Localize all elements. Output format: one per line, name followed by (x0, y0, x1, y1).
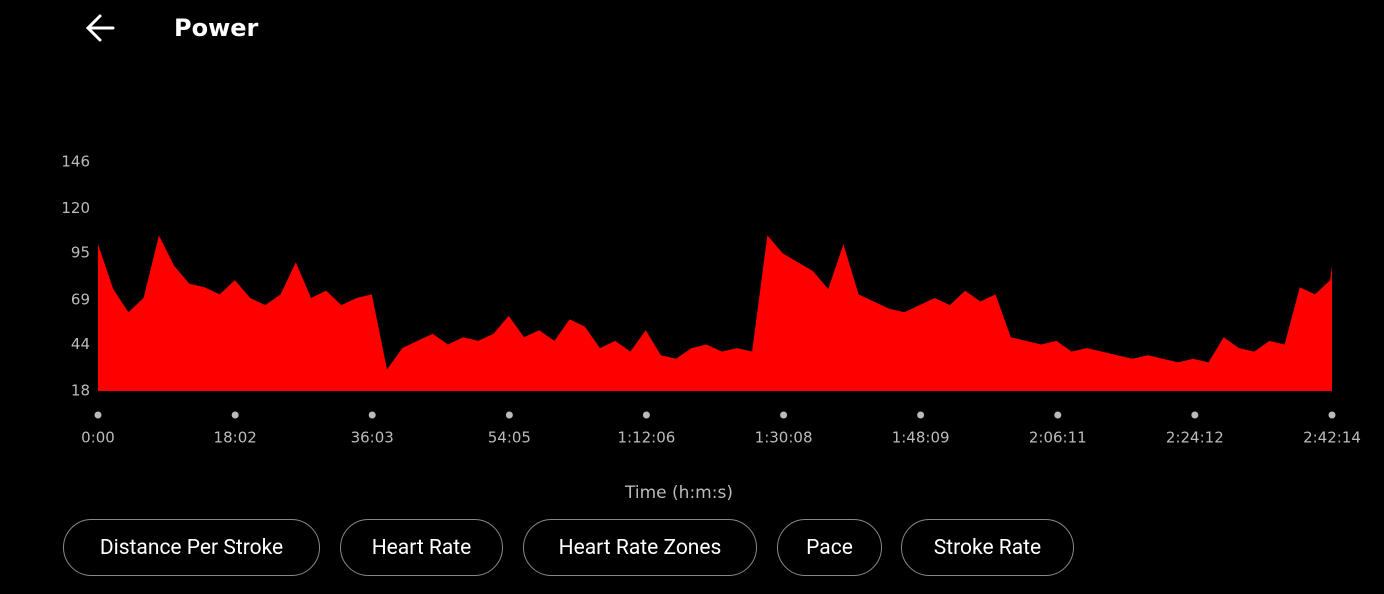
x-tick-label: 1:12:06 (618, 429, 676, 447)
y-tick-label: 95 (71, 244, 90, 262)
x-tick-dot (1328, 411, 1336, 419)
y-tick-label: 18 (71, 382, 90, 400)
x-tick-label: 2:06:11 (1029, 429, 1087, 447)
x-tick-dot (1191, 411, 1199, 419)
x-tick-label: 36:03 (351, 429, 394, 447)
x-tick-label: 0:00 (81, 429, 115, 447)
x-tick-dot (505, 411, 513, 419)
chart-switch-button[interactable]: Heart Rate Zones (523, 519, 757, 576)
x-tick-label: 18:02 (214, 429, 257, 447)
chart-switch-button[interactable]: Pace (777, 519, 882, 576)
x-tick-label: 1:48:09 (892, 429, 950, 447)
chart-switch-button[interactable]: Stroke Rate (901, 519, 1074, 576)
y-tick-label: 44 (71, 335, 90, 353)
x-tick-dot (231, 411, 239, 419)
x-tick-dot (368, 411, 376, 419)
y-tick-label: 120 (61, 199, 90, 217)
x-tick-dot (1054, 411, 1062, 419)
x-tick-dot (94, 411, 102, 419)
x-tick-dot (780, 411, 788, 419)
power-area (98, 235, 1332, 391)
x-tick-dot (917, 411, 925, 419)
x-tick-dot (642, 411, 650, 419)
x-axis-label: Time (h:m:s) (624, 483, 733, 503)
page-title: Power (174, 14, 259, 42)
chart-switch-button[interactable]: Heart Rate (340, 519, 503, 576)
x-tick-label: 1:30:08 (755, 429, 813, 447)
chart: Power Time (h:m:s) 18 44 69 95 120 146 0:00 18:… (61, 14, 1361, 503)
x-tick-label: 2:24:12 (1166, 429, 1224, 447)
x-tick-label: 2:42:14 (1303, 429, 1361, 447)
back-button[interactable] (85, 14, 115, 42)
y-tick-label: 69 (71, 290, 90, 308)
chart-switch-button[interactable]: Distance Per Stroke (63, 519, 320, 576)
x-tick-label: 54:05 (488, 429, 531, 447)
y-tick-label: 146 (61, 153, 90, 171)
